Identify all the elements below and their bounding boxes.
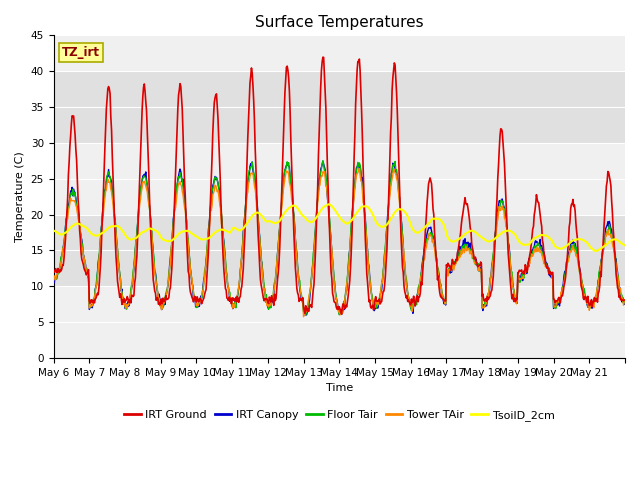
Title: Surface Temperatures: Surface Temperatures xyxy=(255,15,424,30)
Y-axis label: Temperature (C): Temperature (C) xyxy=(15,151,25,242)
Legend: IRT Ground, IRT Canopy, Floor Tair, Tower TAir, TsoilD_2cm: IRT Ground, IRT Canopy, Floor Tair, Towe… xyxy=(120,406,559,425)
X-axis label: Time: Time xyxy=(326,383,353,393)
Text: TZ_irt: TZ_irt xyxy=(62,46,100,60)
Bar xyxy=(54,71,625,143)
Bar xyxy=(54,215,625,286)
